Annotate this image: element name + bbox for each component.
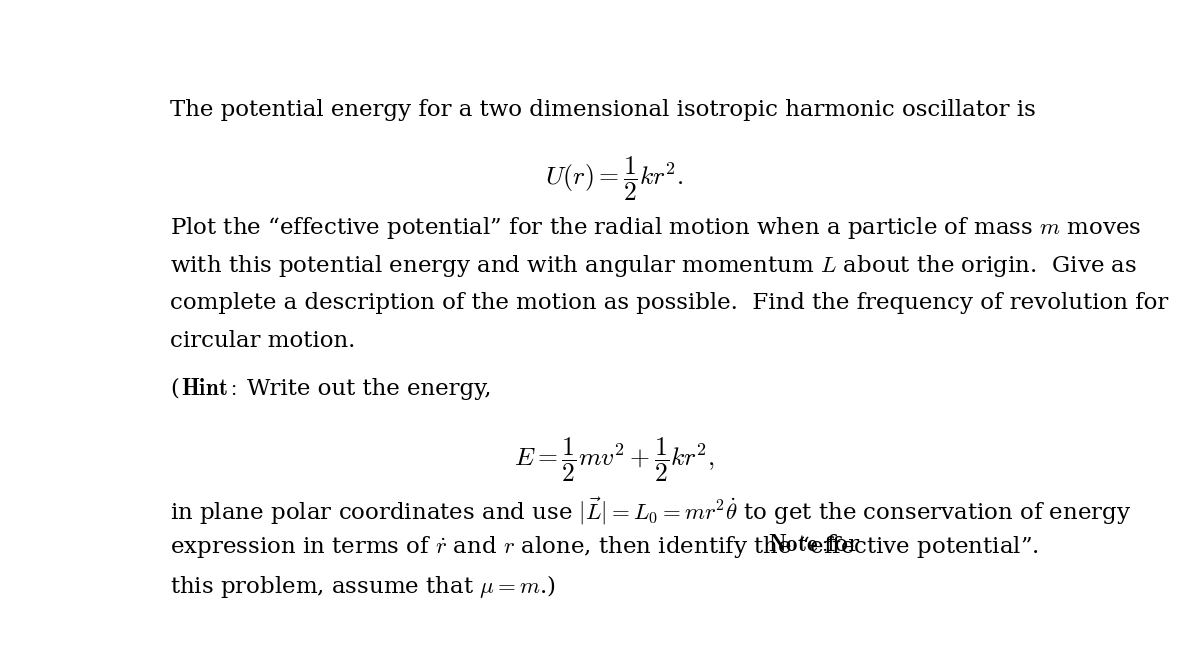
Text: complete a description of the motion as possible.  Find the frequency of revolut: complete a description of the motion as …: [170, 291, 1168, 314]
Text: $U(r) = \dfrac{1}{2}kr^2.$: $U(r) = \dfrac{1}{2}kr^2.$: [545, 155, 683, 203]
Text: in plane polar coordinates and use $|\vec{L}| = L_0 = mr^2\dot{\theta}$ to get t: in plane polar coordinates and use $|\ve…: [170, 496, 1131, 527]
Text: for: for: [825, 534, 859, 557]
Text: (: (: [170, 378, 179, 400]
Text: expression in terms of $\dot{r}$ and $r$ alone, then identify the “effective pot: expression in terms of $\dot{r}$ and $r$…: [170, 534, 1048, 561]
Text: $\bf{Note:}$: $\bf{Note:}$: [768, 534, 828, 557]
Text: Write out the energy,: Write out the energy,: [247, 378, 491, 400]
Text: $E = \dfrac{1}{2}mv^2 + \dfrac{1}{2}kr^2,$: $E = \dfrac{1}{2}mv^2 + \dfrac{1}{2}kr^2…: [514, 436, 714, 484]
Text: The potential energy for a two dimensional isotropic harmonic oscillator is: The potential energy for a two dimension…: [170, 99, 1036, 121]
Text: this problem, assume that $\mu = m$.): this problem, assume that $\mu = m$.): [170, 573, 556, 600]
Text: Plot the “effective potential” for the radial motion when a particle of mass $m$: Plot the “effective potential” for the r…: [170, 215, 1142, 241]
Text: circular motion.: circular motion.: [170, 330, 356, 352]
Text: $\mathbf{Hint:}$: $\mathbf{Hint:}$: [181, 378, 237, 400]
Text: with this potential energy and with angular momentum $L$ about the origin.  Give: with this potential energy and with angu…: [170, 253, 1137, 279]
